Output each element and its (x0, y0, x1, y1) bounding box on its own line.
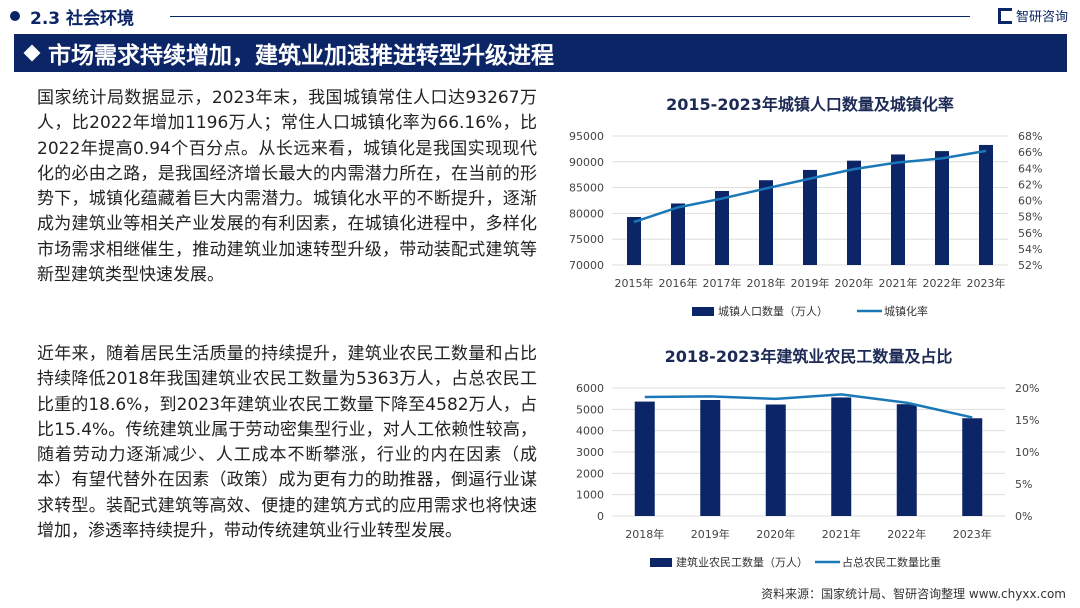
y-tick-label: 95000 (569, 130, 604, 143)
title-bar: 市场需求持续增加，建筑业加速推进转型升级进程 (14, 34, 1067, 72)
x-tick-label: 2017年 (703, 276, 742, 290)
y2-tick-label: 15% (1015, 414, 1039, 427)
y2-tick-label: 66% (1018, 146, 1042, 159)
y-tick-label: 70000 (569, 259, 604, 272)
y-tick-label: 0 (597, 510, 604, 523)
y-tick-label: 80000 (569, 207, 604, 220)
legend-label: 城镇化率 (884, 304, 928, 318)
y-tick-label: 4000 (576, 425, 604, 438)
x-tick-label: 2021年 (822, 527, 861, 541)
x-tick-label: 2022年 (923, 276, 962, 290)
chart-construction-workers: 2018-2023年建筑业农民工数量及占比 0 1000 2000 3000 4000 50… (576, 347, 1039, 569)
x-tick-label: 2018年 (625, 527, 664, 541)
y2-tick-label: 62% (1018, 178, 1042, 191)
bar (759, 180, 773, 265)
y2-tick-label: 52% (1018, 259, 1042, 272)
x-tick-label: 2020年 (756, 527, 795, 541)
chart-title: 2015-2023年城镇人口数量及城镇化率 (666, 95, 954, 114)
section-title: 2.3 社会环境 (30, 8, 135, 29)
x-tick-label: 2021年 (879, 276, 918, 290)
bar (634, 401, 655, 516)
source-note: 资料来源：国家统计局、智研咨询整理 www.chyxx.com (761, 587, 1066, 601)
y-tick-label: 1000 (576, 489, 604, 502)
y2-tick-label: 54% (1018, 243, 1042, 256)
chart-urban-population: 2015-2023年城镇人口数量及城镇化率 70000 75000 80000 8500… (569, 95, 1042, 318)
y-tick-label: 85000 (569, 182, 604, 195)
y2-tick-label: 58% (1018, 211, 1042, 224)
paragraph-2: 近年来，随着居民生活质量的持续提升，建筑业农民工数量和占比持续降低2018年我国… (37, 344, 538, 542)
bullet-icon (10, 11, 20, 21)
y2-tick-label: 60% (1018, 195, 1042, 208)
y2-tick-label: 64% (1018, 162, 1042, 175)
x-tick-label: 2020年 (835, 276, 874, 290)
bar (891, 154, 905, 265)
bar (671, 203, 685, 265)
bar (979, 144, 993, 265)
logo-icon (997, 7, 1012, 24)
legend-label: 占总农民工数量比重 (842, 555, 941, 569)
x-tick-label: 2018年 (747, 276, 786, 290)
line-series (633, 149, 987, 224)
y2-tick-label: 0% (1015, 510, 1032, 523)
section-header: 2.3 社会环境 (10, 4, 135, 29)
y2-tick-label: 20% (1015, 382, 1039, 395)
y-tick-label: 3000 (576, 446, 604, 459)
y2-tick-label: 56% (1018, 227, 1042, 240)
x-tick-label: 2019年 (691, 527, 730, 541)
bar (962, 418, 983, 516)
y2-tick-label: 10% (1015, 446, 1039, 459)
x-tick-label: 2015年 (615, 276, 654, 290)
bar (831, 397, 852, 516)
x-tick-label: 2019年 (791, 276, 830, 290)
bar (803, 169, 817, 265)
y2-tick-label: 5% (1015, 478, 1032, 491)
diamond-icon (23, 44, 41, 62)
y-tick-label: 5000 (576, 403, 604, 416)
page-title: 市场需求持续增加，建筑业加速推进转型升级进程 (48, 43, 554, 69)
y-tick-label: 2000 (576, 467, 604, 480)
legend-label: 建筑业农民工数量（万人） (676, 555, 808, 569)
bar (700, 400, 721, 516)
bar (715, 190, 729, 265)
bar (627, 217, 641, 265)
y2-tick-label: 68% (1018, 130, 1042, 143)
logo: 智研咨询 (997, 6, 1068, 25)
y-tick-label: 6000 (576, 382, 604, 395)
legend-label: 城镇人口数量（万人） (718, 304, 828, 318)
paragraph-1: 国家统计局数据显示，2023年末，我国城镇常住人口达93267万人，比2022年… (37, 88, 537, 286)
bar (935, 151, 949, 265)
legend-bar-swatch (692, 307, 714, 316)
logo-text: 智研咨询 (1015, 10, 1068, 25)
chart-title: 2018-2023年建筑业农民工数量及占比 (665, 347, 953, 366)
bar (765, 404, 786, 516)
x-tick-label: 2023年 (953, 527, 992, 541)
line-series (644, 393, 973, 419)
x-tick-label: 2023年 (967, 276, 1006, 290)
x-tick-label: 2022年 (887, 527, 926, 541)
x-tick-label: 2016年 (659, 276, 698, 290)
divider (170, 16, 970, 17)
bar (896, 404, 917, 516)
y-tick-label: 90000 (569, 156, 604, 169)
legend-bar-swatch (650, 558, 672, 567)
y-tick-label: 75000 (569, 233, 604, 246)
bar (847, 160, 861, 265)
